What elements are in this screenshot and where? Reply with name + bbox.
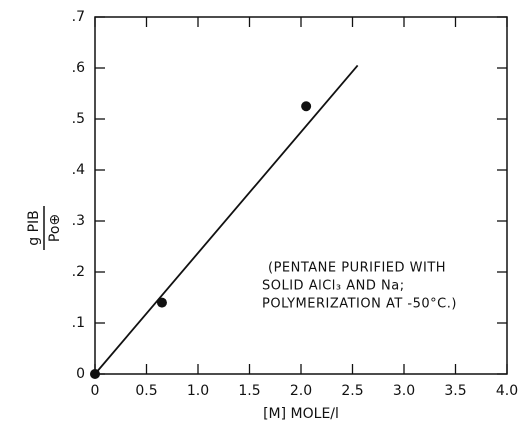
y-tick-label: .6: [72, 60, 85, 76]
fit-line: [94, 64, 359, 375]
y-tick-label: .3: [72, 213, 85, 229]
annotation: (PENTANE PURIFIED WITH: [268, 261, 446, 276]
y-tick-label: .2: [72, 264, 85, 280]
y-label-numerator: g PIB: [26, 210, 42, 246]
x-tick-label: 4.0: [496, 383, 518, 399]
annotation: SOLID AlCl₃ AND Na;: [262, 279, 405, 294]
plot-frame: [94, 16, 508, 375]
x-tick-label: 3.5: [444, 383, 466, 399]
x-tick-label: 0.5: [135, 383, 157, 399]
x-tick-label: 2.5: [341, 383, 363, 399]
y-tick-label: .5: [72, 111, 85, 127]
y-label-denominator: Po⊕: [47, 214, 63, 242]
data-point: [90, 369, 100, 379]
data-point: [301, 101, 312, 112]
x-tick-label: 1.0: [187, 383, 209, 399]
x-tick-label: 2.0: [290, 383, 312, 399]
x-tick-label: 3.0: [393, 383, 415, 399]
data-point: [156, 297, 167, 308]
y-tick-label: 0: [76, 366, 85, 382]
y-tick-label: .1: [72, 315, 85, 331]
x-tick-label: 1.5: [238, 383, 260, 399]
x-tick-label: 0: [91, 383, 100, 399]
x-axis-label: [M] MOLE/l: [263, 406, 339, 422]
y-tick-label: .7: [72, 9, 85, 25]
y-axis-label: g PIB Po⊕: [26, 206, 63, 250]
y-tick-label: .4: [72, 162, 85, 178]
annotation: POLYMERIZATION AT -50°C.): [262, 297, 457, 312]
